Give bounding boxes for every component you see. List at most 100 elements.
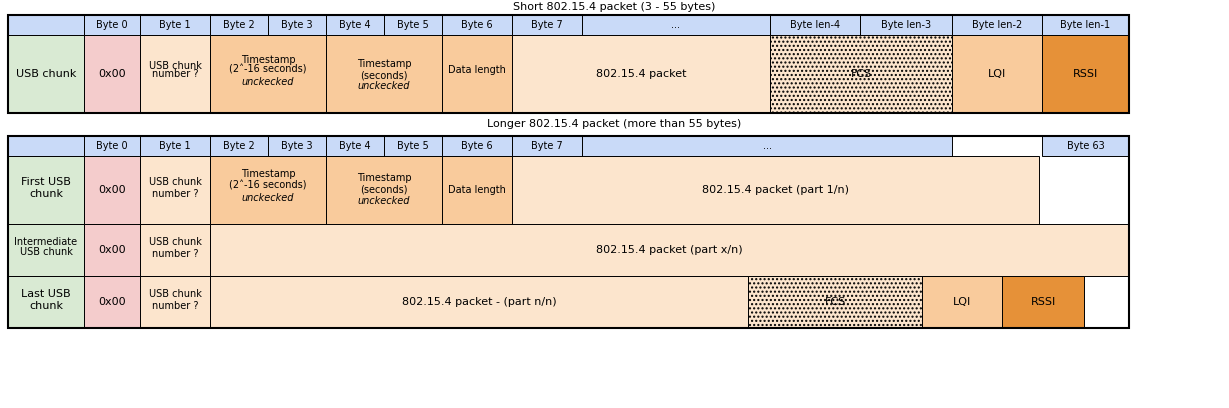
Bar	[140, 35, 210, 113]
Text: LQI: LQI	[952, 297, 971, 307]
Text: (seconds): (seconds)	[360, 70, 408, 80]
Text: Byte 5: Byte 5	[397, 141, 429, 151]
Text: USB chunk: USB chunk	[149, 289, 202, 299]
Text: Short 802.15.4 packet (3 - 55 bytes): Short 802.15.4 packet (3 - 55 bytes)	[512, 2, 715, 12]
Text: 0x00: 0x00	[98, 69, 125, 79]
Bar	[9, 224, 84, 276]
Text: 0x00: 0x00	[98, 245, 125, 255]
Text: unckecked: unckecked	[242, 193, 294, 203]
Bar	[512, 35, 771, 113]
Text: USB chunk: USB chunk	[16, 69, 76, 79]
Text: Timestamp: Timestamp	[356, 173, 412, 183]
Text: 0x00: 0x00	[98, 185, 125, 195]
Text: USB chunk: USB chunk	[20, 247, 73, 257]
Text: USB chunk: USB chunk	[149, 177, 202, 187]
Text: ...: ...	[762, 141, 772, 151]
Text: Byte 63: Byte 63	[1067, 141, 1105, 151]
Text: RSSI: RSSI	[1073, 69, 1099, 79]
Text: (2˄-16 seconds): (2˄-16 seconds)	[230, 180, 307, 190]
Text: 0x00: 0x00	[98, 297, 125, 307]
Text: unckecked: unckecked	[358, 196, 410, 206]
Bar	[383, 15, 442, 35]
Bar	[442, 15, 512, 35]
Text: Timestamp: Timestamp	[356, 59, 412, 69]
Bar	[1002, 276, 1084, 328]
Text: (2˄-16 seconds): (2˄-16 seconds)	[230, 65, 307, 75]
Text: 802.15.4 packet (part 1/n): 802.15.4 packet (part 1/n)	[702, 185, 849, 195]
Bar	[952, 15, 1042, 35]
Bar	[748, 276, 922, 328]
Text: Timestamp: Timestamp	[241, 55, 295, 65]
Text: Byte 4: Byte 4	[339, 141, 371, 151]
Text: Timestamp: Timestamp	[241, 169, 295, 179]
Bar	[771, 15, 860, 35]
Bar	[210, 156, 326, 224]
Text: unckecked: unckecked	[358, 81, 410, 91]
Bar	[9, 276, 84, 328]
Bar	[1042, 15, 1129, 35]
Text: Byte 2: Byte 2	[224, 141, 254, 151]
Text: chunk: chunk	[29, 189, 63, 199]
Text: Intermediate: Intermediate	[15, 237, 77, 247]
Bar	[84, 156, 140, 224]
Text: RSSI: RSSI	[1030, 297, 1056, 307]
Bar	[326, 15, 383, 35]
Text: Byte 6: Byte 6	[461, 141, 493, 151]
Bar	[9, 136, 84, 156]
Bar	[1042, 136, 1129, 156]
Bar	[210, 276, 748, 328]
Bar	[326, 156, 442, 224]
Bar	[140, 224, 210, 276]
Bar	[140, 156, 210, 224]
Text: unckecked: unckecked	[242, 77, 294, 87]
Bar	[860, 15, 952, 35]
Bar	[210, 136, 268, 156]
Text: number ?: number ?	[151, 249, 198, 259]
Text: Byte 1: Byte 1	[160, 20, 190, 30]
Text: (seconds): (seconds)	[360, 184, 408, 194]
Bar	[84, 15, 140, 35]
Text: FCS: FCS	[850, 69, 871, 79]
Text: USB chunk: USB chunk	[149, 61, 202, 71]
Bar	[442, 156, 512, 224]
Bar	[771, 35, 952, 113]
Text: Byte 3: Byte 3	[281, 141, 313, 151]
Text: Byte 2: Byte 2	[224, 20, 254, 30]
Text: number ?: number ?	[151, 189, 198, 199]
Bar	[9, 15, 84, 35]
Text: Longer 802.15.4 packet (more than 55 bytes): Longer 802.15.4 packet (more than 55 byt…	[487, 119, 741, 129]
Bar	[1042, 35, 1129, 113]
Text: Byte 5: Byte 5	[397, 20, 429, 30]
Bar	[210, 15, 268, 35]
Text: chunk: chunk	[29, 301, 63, 311]
Text: 802.15.4 packet (part x/n): 802.15.4 packet (part x/n)	[596, 245, 742, 255]
Text: 802.15.4 packet: 802.15.4 packet	[596, 69, 686, 79]
Text: Byte 4: Byte 4	[339, 20, 371, 30]
Bar	[268, 136, 326, 156]
Bar	[512, 156, 1039, 224]
Text: Byte 6: Byte 6	[461, 20, 493, 30]
Bar	[84, 276, 140, 328]
Text: Byte 1: Byte 1	[160, 141, 190, 151]
Text: Data length: Data length	[449, 65, 506, 75]
Text: 802.15.4 packet - (part n/n): 802.15.4 packet - (part n/n)	[402, 297, 557, 307]
Text: number ?: number ?	[151, 301, 198, 311]
Bar	[210, 35, 326, 113]
Bar	[9, 136, 1129, 328]
Text: First USB: First USB	[21, 177, 71, 187]
Text: Byte 7: Byte 7	[531, 20, 563, 30]
Text: Last USB: Last USB	[21, 289, 71, 299]
Bar	[140, 136, 210, 156]
Text: Byte 0: Byte 0	[96, 20, 128, 30]
Text: number ?: number ?	[151, 69, 198, 79]
Bar	[9, 15, 1129, 113]
Bar	[210, 224, 1129, 276]
Bar	[326, 35, 442, 113]
Text: Byte len-4: Byte len-4	[790, 20, 841, 30]
Text: USB chunk: USB chunk	[149, 237, 202, 247]
Bar	[9, 35, 84, 113]
Bar	[442, 35, 512, 113]
Bar	[9, 156, 84, 224]
Text: Data length: Data length	[449, 185, 506, 195]
Text: Byte 7: Byte 7	[531, 141, 563, 151]
